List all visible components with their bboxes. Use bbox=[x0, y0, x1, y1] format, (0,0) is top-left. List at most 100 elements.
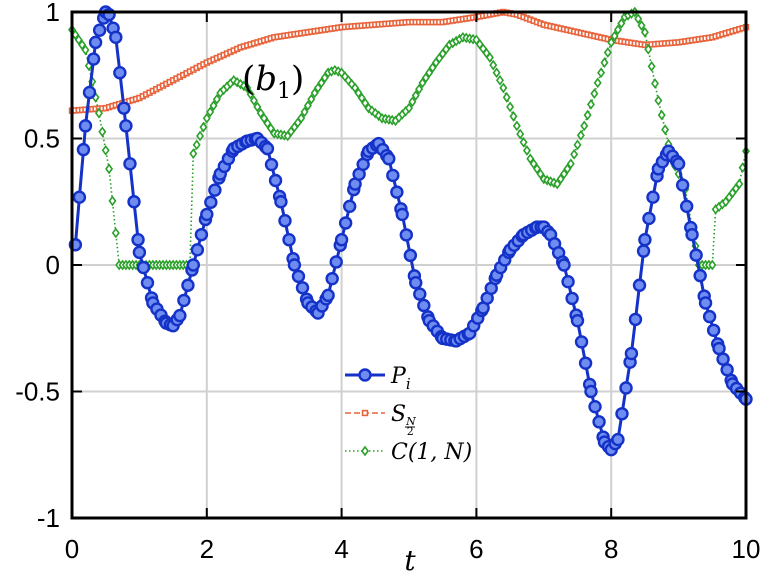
data-point bbox=[425, 67, 434, 79]
data-point bbox=[573, 139, 582, 151]
data-point bbox=[570, 313, 585, 328]
data-point bbox=[317, 77, 326, 89]
data-point bbox=[592, 415, 606, 429]
data-point bbox=[92, 23, 107, 37]
x-tick-label: 6 bbox=[469, 534, 483, 564]
data-point bbox=[561, 274, 575, 289]
data-point bbox=[105, 163, 114, 175]
data-point bbox=[266, 123, 275, 134]
data-point bbox=[390, 185, 404, 199]
data-point bbox=[516, 128, 525, 140]
data-point bbox=[202, 112, 211, 124]
data-point bbox=[489, 59, 498, 71]
data-point bbox=[94, 107, 103, 119]
data-point bbox=[611, 432, 625, 447]
data-point bbox=[136, 260, 151, 275]
data-point bbox=[131, 232, 145, 247]
data-point bbox=[675, 178, 690, 192]
legend-label: SN 2 bbox=[391, 402, 416, 438]
data-point bbox=[593, 77, 602, 89]
data-point bbox=[702, 309, 717, 324]
data-point bbox=[297, 112, 306, 124]
data-point bbox=[253, 101, 262, 113]
data-point bbox=[300, 106, 309, 118]
data-point bbox=[560, 168, 569, 180]
data-point bbox=[519, 136, 528, 148]
data-point bbox=[208, 183, 222, 197]
data-point bbox=[74, 34, 83, 46]
data-point bbox=[597, 67, 606, 79]
data-point bbox=[329, 255, 343, 269]
series-layer bbox=[68, 5, 753, 457]
data-point bbox=[634, 13, 643, 25]
data-point bbox=[509, 111, 518, 122]
data-point bbox=[321, 288, 335, 303]
data-point bbox=[249, 95, 258, 106]
data-point bbox=[119, 119, 133, 133]
y-tick-label: -0.5 bbox=[15, 377, 60, 407]
data-point bbox=[382, 152, 396, 166]
data-point bbox=[338, 216, 353, 230]
data-point bbox=[706, 323, 721, 337]
data-point bbox=[386, 168, 400, 183]
data-point bbox=[644, 43, 653, 55]
y-tick-label: 0.5 bbox=[24, 124, 60, 154]
data-point bbox=[310, 87, 319, 99]
data-point bbox=[615, 407, 629, 421]
data-point bbox=[418, 77, 427, 89]
y-tick-label: 1 bbox=[46, 0, 60, 27]
data-point bbox=[108, 195, 117, 207]
data-point bbox=[428, 62, 437, 73]
data-point bbox=[209, 100, 218, 111]
x-tick-label: 8 bbox=[604, 534, 618, 564]
data-point bbox=[506, 101, 515, 113]
data-point bbox=[590, 88, 599, 99]
data-point bbox=[646, 190, 660, 204]
data-point bbox=[421, 72, 430, 84]
data-point bbox=[111, 227, 120, 239]
data-point bbox=[578, 356, 593, 370]
data-point bbox=[600, 57, 609, 68]
data-point bbox=[536, 168, 545, 180]
data-point bbox=[565, 291, 579, 306]
data-point bbox=[403, 248, 418, 263]
data-point bbox=[632, 278, 647, 292]
data-point bbox=[123, 157, 137, 171]
data-point bbox=[654, 95, 663, 106]
data-point bbox=[295, 281, 310, 295]
data-point bbox=[712, 341, 726, 356]
data-point bbox=[522, 145, 531, 156]
data-point bbox=[263, 117, 272, 129]
data-point bbox=[282, 232, 296, 247]
data-point bbox=[526, 153, 535, 165]
data-point bbox=[76, 142, 91, 157]
data-point bbox=[492, 67, 501, 79]
data-point bbox=[576, 130, 585, 141]
data-point bbox=[613, 24, 622, 36]
data-point bbox=[417, 298, 431, 313]
data-point bbox=[408, 96, 417, 108]
series-0 bbox=[68, 5, 753, 457]
y-tick-label: -1 bbox=[37, 503, 60, 533]
data-point bbox=[109, 30, 123, 44]
data-point bbox=[117, 101, 131, 115]
data-point bbox=[624, 346, 639, 361]
data-point bbox=[194, 227, 209, 242]
data-point bbox=[610, 30, 619, 42]
data-point bbox=[140, 276, 155, 290]
x-tick-label: 0 bbox=[65, 534, 79, 564]
data-point bbox=[78, 119, 93, 133]
data-point bbox=[651, 78, 660, 89]
data-point bbox=[86, 52, 101, 66]
data-point bbox=[186, 258, 201, 272]
data-point bbox=[320, 72, 329, 84]
data-point bbox=[617, 18, 626, 29]
data-point bbox=[619, 381, 633, 395]
data-point bbox=[679, 199, 694, 214]
panel-label: (b1) bbox=[242, 59, 304, 104]
data-point bbox=[735, 178, 744, 190]
data-point bbox=[495, 74, 504, 86]
data-point bbox=[303, 100, 312, 111]
legend: Pi SN 2C(1, N) bbox=[345, 364, 472, 465]
data-point bbox=[533, 163, 542, 175]
